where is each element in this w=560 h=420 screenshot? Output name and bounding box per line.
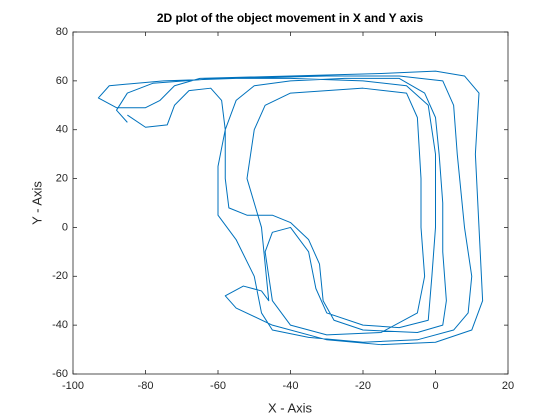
x-tick-label: 20 xyxy=(502,380,514,392)
y-tick-label: -40 xyxy=(52,319,68,331)
y-tick-label: 0 xyxy=(62,221,68,233)
y-tick-label: 20 xyxy=(56,172,68,184)
x-tick-label: -40 xyxy=(283,380,299,392)
chart-title: 2D plot of the object movement in X and … xyxy=(157,11,424,25)
x-tick-label: -60 xyxy=(210,380,226,392)
x-axis-label: X - Axis xyxy=(268,400,313,415)
y-tick-label: -20 xyxy=(52,270,68,282)
y-tick-label: 80 xyxy=(56,26,68,38)
y-tick-label: -60 xyxy=(52,368,68,380)
x-tick-label: -100 xyxy=(62,380,84,392)
x-tick-label: -20 xyxy=(355,380,371,392)
y-tick-label: 40 xyxy=(56,124,68,136)
x-tick-label: 0 xyxy=(432,380,438,392)
y-axis-label: Y - Axis xyxy=(29,181,44,225)
x-tick-label: -80 xyxy=(138,380,154,392)
data-line xyxy=(97,70,484,346)
y-tick-label: 60 xyxy=(56,75,68,87)
